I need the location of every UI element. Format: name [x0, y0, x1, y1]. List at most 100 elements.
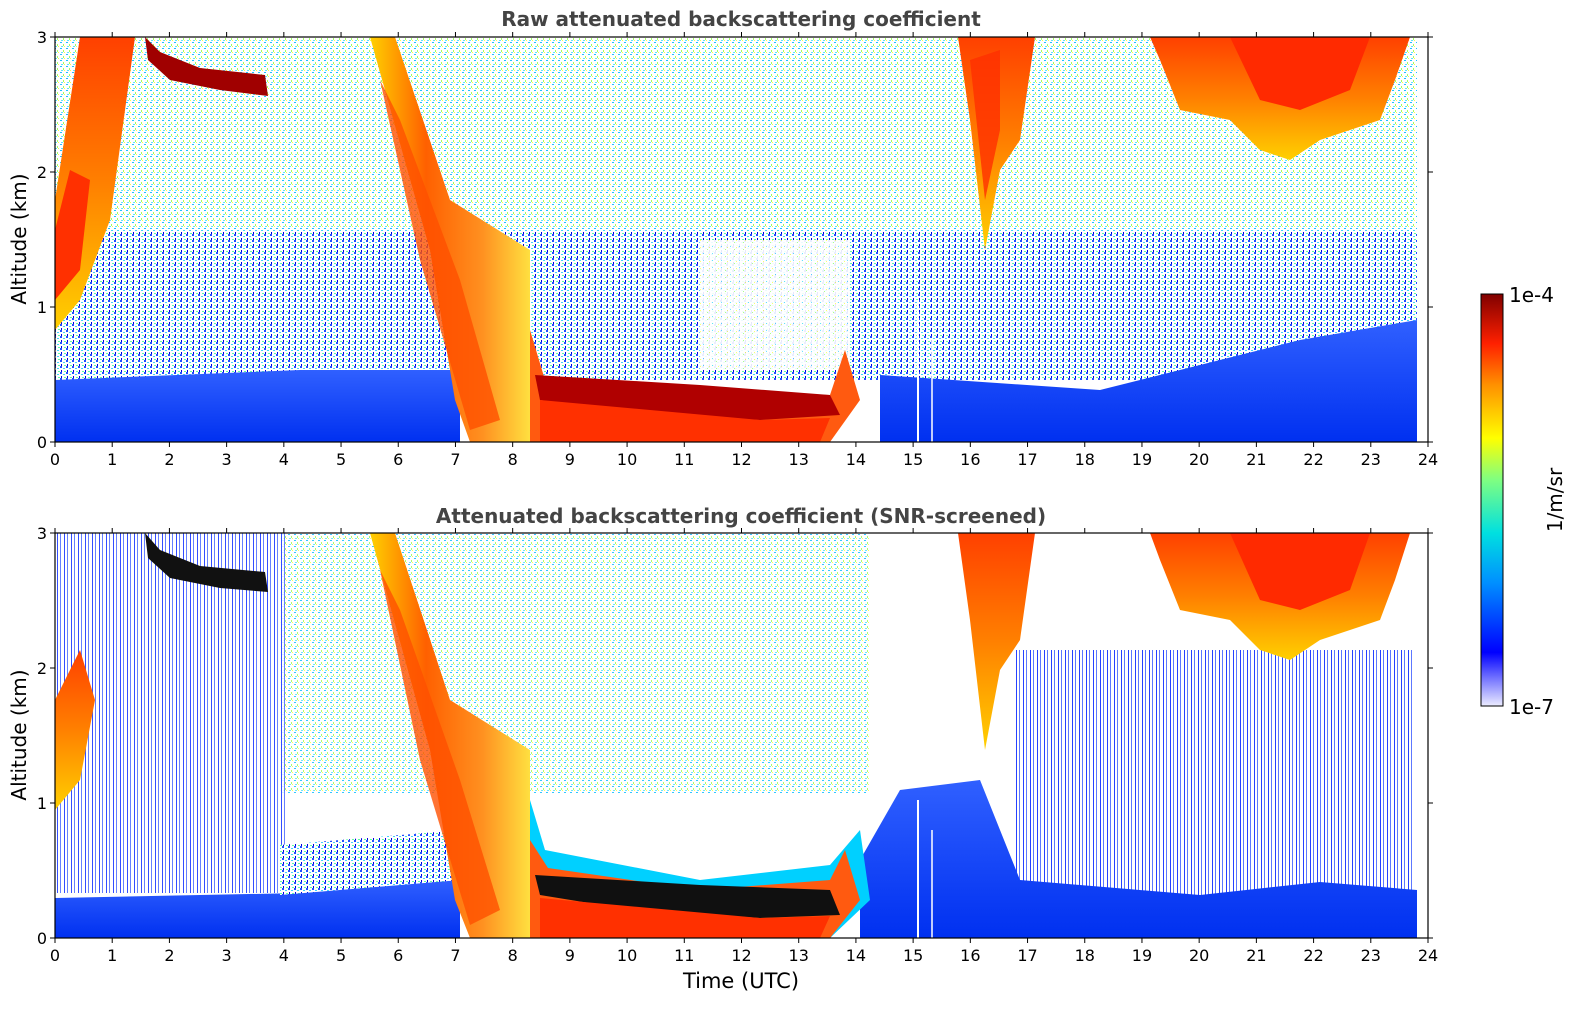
colorbar-gradient-bar — [1480, 293, 1504, 707]
no-data-end — [1417, 533, 1428, 938]
x-tick-label: 6 — [393, 946, 403, 965]
x-tick-label: 15 — [903, 946, 923, 965]
panel-title: Raw attenuated backscattering coefficien… — [501, 7, 981, 31]
x-tick-label: 4 — [279, 450, 289, 469]
x-tick-label: 4 — [279, 946, 289, 965]
heatmap-image — [55, 37, 1428, 442]
screened-backscatter-panel: Attenuated backscattering coefficient (S… — [7, 504, 1438, 993]
x-tick-label: 10 — [617, 946, 637, 965]
y-axis: 0 1 2 3 — [37, 28, 1433, 452]
screened-stripes-right — [1015, 650, 1415, 895]
x-tick-label: 17 — [1017, 946, 1037, 965]
x-tick-label: 0 — [50, 450, 60, 469]
colorbar-max-label: 1e-4 — [1509, 283, 1554, 307]
colorbar-min-label: 1e-7 — [1509, 695, 1554, 719]
low-cloud-layer-core — [535, 875, 840, 918]
boundary-layer-right — [880, 320, 1417, 442]
x-tick-label: 5 — [336, 946, 346, 965]
fall-streak-main-core — [380, 80, 500, 430]
x-tick-label: 7 — [450, 946, 460, 965]
x-tick-label: 16 — [960, 450, 980, 469]
x-tick-label: 20 — [1189, 946, 1209, 965]
x-tick-label: 1 — [107, 450, 117, 469]
boundary-layer-mid — [280, 830, 460, 895]
raw-backscatter-panel: Raw attenuated backscattering coefficien… — [7, 7, 1438, 469]
boundary-layer-right — [860, 780, 1417, 938]
x-tick-label: 2 — [164, 450, 174, 469]
y-tick-label: 2 — [37, 659, 47, 678]
x-tick-label: 14 — [846, 946, 866, 965]
x-tick-label: 20 — [1189, 450, 1209, 469]
fall-streak-early-core — [55, 170, 90, 300]
y-tick-label: 3 — [37, 524, 47, 543]
panel-title: Attenuated backscattering coefficient (S… — [436, 504, 1046, 528]
cloud-layer-high — [145, 533, 268, 592]
x-axis: 0 1 2 3 4 5 6 7 8 9 10 11 12 13 14 15 16 17 18 19 20 21 22 23 24 — [50, 32, 1438, 469]
screened-stripes-left — [55, 533, 285, 893]
boundary-layer — [55, 880, 460, 938]
white-gap-noon — [700, 240, 850, 370]
y-tick-label: 3 — [37, 28, 47, 47]
x-tick-label: 23 — [1361, 450, 1381, 469]
y-tick-label: 0 — [37, 929, 47, 948]
x-tick-label: 19 — [1132, 450, 1152, 469]
x-tick-label: 23 — [1361, 946, 1381, 965]
x-tick-label: 13 — [789, 450, 809, 469]
fall-streak-main — [370, 37, 530, 442]
cirrus-21utc-core — [1230, 533, 1370, 610]
x-tick-label: 12 — [731, 946, 751, 965]
colorbar: 1e-4 1e-7 1/m/sr — [1480, 283, 1567, 719]
y-axis: 0 1 2 3 — [37, 524, 1433, 948]
cloud-layer-high — [145, 37, 268, 96]
x-tick-label: 6 — [393, 450, 403, 469]
x-tick-label: 11 — [674, 450, 694, 469]
heatmap-image — [55, 533, 1428, 938]
x-tick-label: 17 — [1017, 450, 1037, 469]
x-tick-label: 13 — [789, 946, 809, 965]
fall-streak-main — [370, 533, 530, 938]
fall-streak-early — [55, 650, 95, 810]
x-tick-label: 8 — [508, 946, 518, 965]
x-tick-label: 22 — [1303, 946, 1323, 965]
colorbar-unit-label: 1/m/sr — [1543, 467, 1567, 532]
low-cloud-below — [540, 400, 830, 442]
boundary-layer — [55, 370, 460, 442]
x-tick-label: 8 — [508, 450, 518, 469]
y-tick-label: 1 — [37, 794, 47, 813]
y-axis-label: Altitude (km) — [7, 173, 31, 304]
x-tick-label: 18 — [1075, 450, 1095, 469]
x-tick-label: 12 — [731, 450, 751, 469]
x-tick-label: 0 — [50, 946, 60, 965]
x-tick-label: 7 — [450, 450, 460, 469]
cirrus-21utc-core — [1230, 37, 1370, 110]
y-tick-label: 0 — [37, 433, 47, 452]
x-tick-label: 24 — [1418, 946, 1438, 965]
y-axis-label: Altitude (km) — [7, 669, 31, 800]
x-tick-label: 1 — [107, 946, 117, 965]
x-tick-label: 3 — [222, 946, 232, 965]
x-tick-label: 10 — [617, 450, 637, 469]
x-tick-label: 5 — [336, 450, 346, 469]
x-tick-label: 24 — [1418, 450, 1438, 469]
x-tick-label: 21 — [1246, 946, 1266, 965]
y-tick-label: 1 — [37, 298, 47, 317]
cirrus-16utc-core — [970, 50, 1000, 200]
x-tick-label: 15 — [903, 450, 923, 469]
low-cloud-below — [540, 898, 830, 938]
x-axis-label: Time (UTC) — [682, 969, 799, 993]
x-tick-label: 11 — [674, 946, 694, 965]
x-tick-label: 9 — [565, 946, 575, 965]
fall-streak-main-core — [380, 570, 500, 925]
x-tick-label: 19 — [1132, 946, 1152, 965]
x-tick-label: 2 — [164, 946, 174, 965]
x-axis: 0 1 2 3 4 5 6 7 8 9 10 11 12 13 14 15 16 17 18 19 20 21 22 23 24 — [50, 528, 1438, 965]
x-tick-label: 14 — [846, 450, 866, 469]
x-tick-label: 22 — [1303, 450, 1323, 469]
x-tick-label: 18 — [1075, 946, 1095, 965]
x-tick-label: 21 — [1246, 450, 1266, 469]
x-tick-label: 9 — [565, 450, 575, 469]
x-tick-label: 3 — [222, 450, 232, 469]
x-tick-label: 16 — [960, 946, 980, 965]
y-tick-label: 2 — [37, 163, 47, 182]
